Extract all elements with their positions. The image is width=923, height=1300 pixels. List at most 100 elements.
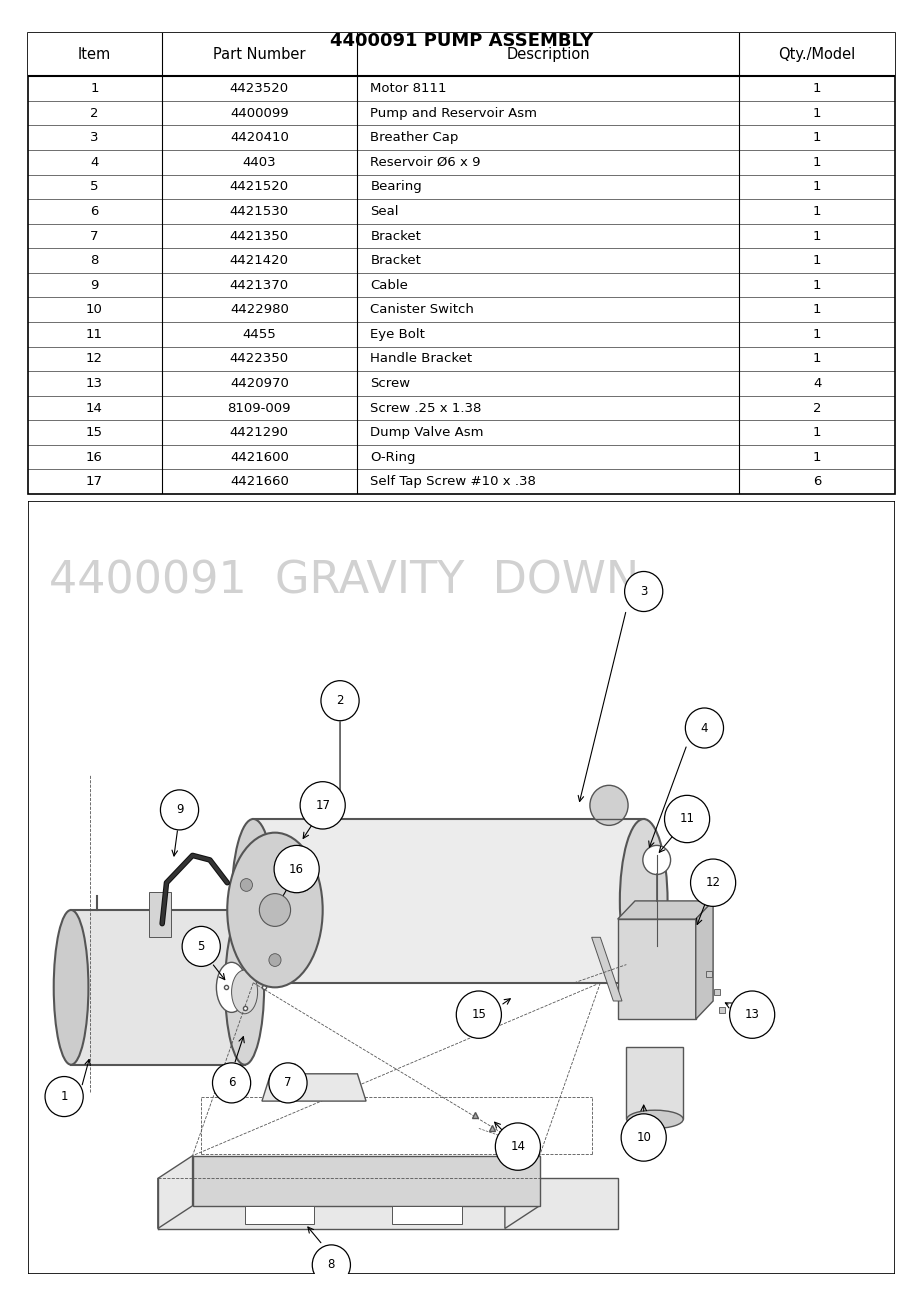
- Circle shape: [312, 1245, 351, 1284]
- Text: 1: 1: [813, 181, 821, 194]
- Polygon shape: [696, 901, 713, 1019]
- Text: Bracket: Bracket: [370, 230, 421, 243]
- Ellipse shape: [627, 1110, 683, 1128]
- Text: 4422350: 4422350: [230, 352, 289, 365]
- Circle shape: [729, 991, 774, 1039]
- Text: 4400091 PUMP ASSEMBLY: 4400091 PUMP ASSEMBLY: [330, 32, 593, 51]
- Bar: [28, 32, 895, 77]
- Circle shape: [240, 879, 253, 892]
- Circle shape: [161, 790, 198, 829]
- Text: Reservoir Ø6 x 9: Reservoir Ø6 x 9: [370, 156, 481, 169]
- Circle shape: [686, 708, 724, 747]
- Text: Canister Switch: Canister Switch: [370, 303, 474, 316]
- Circle shape: [496, 1123, 541, 1170]
- Text: 1: 1: [90, 82, 99, 95]
- Text: 6: 6: [813, 476, 821, 489]
- Text: 6: 6: [90, 205, 99, 218]
- Text: Seal: Seal: [370, 205, 399, 218]
- Text: Screw: Screw: [370, 377, 411, 390]
- Polygon shape: [158, 1156, 193, 1228]
- Text: 4420970: 4420970: [230, 377, 289, 390]
- Ellipse shape: [227, 832, 323, 988]
- Polygon shape: [592, 937, 622, 1001]
- Text: Item: Item: [78, 47, 111, 62]
- Text: Dump Valve Asm: Dump Valve Asm: [370, 426, 484, 439]
- Text: 2: 2: [90, 107, 99, 120]
- Text: 4421370: 4421370: [230, 278, 289, 291]
- Text: 10: 10: [86, 303, 103, 316]
- Text: 1: 1: [813, 205, 821, 218]
- Text: 4403: 4403: [243, 156, 276, 169]
- Ellipse shape: [54, 910, 89, 1065]
- Text: 14: 14: [510, 1140, 525, 1153]
- Text: 8: 8: [328, 1258, 335, 1271]
- Text: 2: 2: [336, 694, 343, 707]
- Text: 1: 1: [813, 156, 821, 169]
- Text: 14: 14: [86, 402, 103, 415]
- Text: 4400099: 4400099: [230, 107, 289, 120]
- Text: 4455: 4455: [243, 328, 276, 341]
- Polygon shape: [617, 901, 713, 919]
- Text: 12: 12: [86, 352, 103, 365]
- Text: 3: 3: [640, 585, 647, 598]
- Bar: [392, 1206, 462, 1225]
- Text: Eye Bolt: Eye Bolt: [370, 328, 426, 341]
- Text: 4420410: 4420410: [230, 131, 289, 144]
- Text: 4: 4: [813, 377, 821, 390]
- FancyBboxPatch shape: [627, 1046, 683, 1119]
- Circle shape: [456, 991, 501, 1039]
- FancyBboxPatch shape: [71, 910, 245, 1065]
- Text: 5: 5: [198, 940, 205, 953]
- Circle shape: [321, 681, 359, 720]
- Text: 4421660: 4421660: [230, 476, 289, 489]
- Circle shape: [590, 785, 628, 826]
- Circle shape: [300, 781, 345, 829]
- FancyBboxPatch shape: [150, 892, 171, 937]
- Text: 4423520: 4423520: [230, 82, 289, 95]
- Circle shape: [212, 1063, 251, 1102]
- FancyBboxPatch shape: [253, 819, 643, 983]
- Text: 7: 7: [284, 1076, 292, 1089]
- FancyBboxPatch shape: [158, 1178, 617, 1228]
- Text: 1: 1: [813, 303, 821, 316]
- Text: Bracket: Bracket: [370, 254, 421, 266]
- Text: 4421530: 4421530: [230, 205, 289, 218]
- Text: 16: 16: [86, 451, 103, 464]
- Text: 1: 1: [813, 254, 821, 266]
- Text: 15: 15: [86, 426, 103, 439]
- Circle shape: [621, 1114, 666, 1161]
- Text: 7: 7: [90, 230, 99, 243]
- Bar: [245, 1206, 314, 1225]
- Text: 11: 11: [86, 328, 103, 341]
- FancyBboxPatch shape: [617, 919, 696, 1019]
- Text: 4421350: 4421350: [230, 230, 289, 243]
- Text: 6: 6: [228, 1076, 235, 1089]
- Text: 4421520: 4421520: [230, 181, 289, 194]
- Circle shape: [625, 572, 663, 611]
- Text: 4400091  GRAVITY  DOWN: 4400091 GRAVITY DOWN: [49, 559, 640, 603]
- Circle shape: [182, 927, 221, 966]
- Circle shape: [269, 954, 281, 966]
- Text: Description: Description: [507, 47, 590, 62]
- Circle shape: [259, 893, 291, 927]
- Text: 1: 1: [813, 278, 821, 291]
- Text: 4: 4: [701, 722, 708, 734]
- Text: Screw .25 x 1.38: Screw .25 x 1.38: [370, 402, 482, 415]
- Text: Cable: Cable: [370, 278, 408, 291]
- Text: Breather Cap: Breather Cap: [370, 131, 459, 144]
- Circle shape: [297, 879, 309, 892]
- Circle shape: [690, 859, 736, 906]
- Text: 1: 1: [813, 426, 821, 439]
- Ellipse shape: [216, 962, 246, 1013]
- Text: 1: 1: [813, 328, 821, 341]
- Text: 1: 1: [813, 230, 821, 243]
- Text: 15: 15: [472, 1009, 486, 1022]
- Circle shape: [269, 1063, 307, 1102]
- Text: 1: 1: [813, 451, 821, 464]
- Text: Pump and Reservoir Asm: Pump and Reservoir Asm: [370, 107, 537, 120]
- Text: 4422980: 4422980: [230, 303, 289, 316]
- Text: 9: 9: [175, 803, 184, 816]
- Text: 5: 5: [90, 181, 99, 194]
- Text: Self Tap Screw #10 x .38: Self Tap Screw #10 x .38: [370, 476, 536, 489]
- Circle shape: [45, 1076, 83, 1117]
